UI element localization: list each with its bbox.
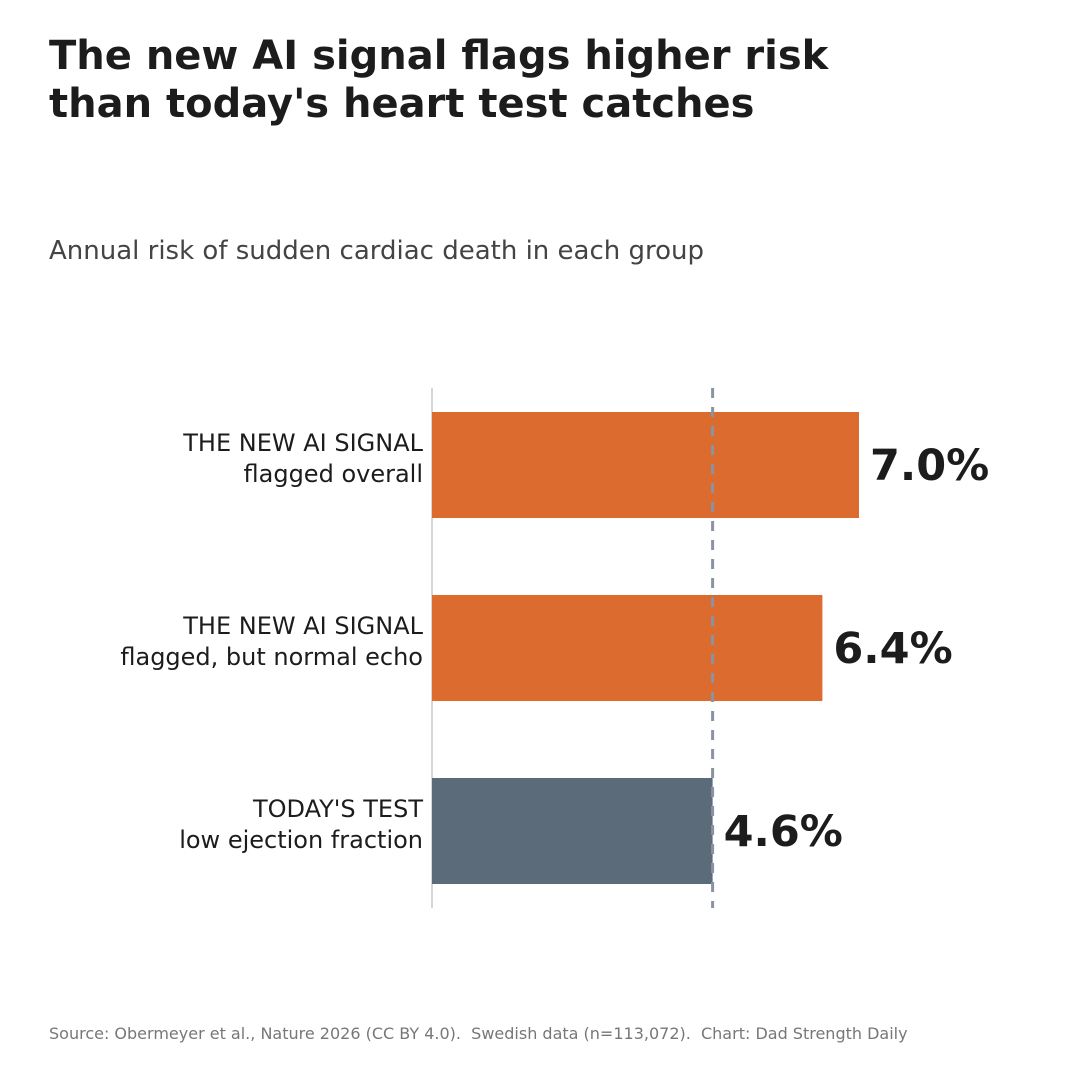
- category-label-2-line-2: flagged, but normal echo: [120, 643, 423, 671]
- category-label-3-line-1: TODAY'S TEST: [252, 795, 423, 823]
- category-label-1-line-1: THE NEW AI SIGNAL: [182, 429, 423, 457]
- chart-subtitle: Annual risk of sudden cardiac death in e…: [49, 236, 705, 266]
- category-label-1-line-2: flagged overall: [244, 460, 423, 488]
- category-label-1: THE NEW AI SIGNAL flagged overall: [182, 429, 423, 488]
- category-label-2: THE NEW AI SIGNAL flagged, but normal ech…: [120, 612, 423, 671]
- value-label-3: 4.6%: [724, 807, 843, 857]
- value-label-2: 6.4%: [833, 624, 952, 674]
- bar-3: [432, 778, 713, 884]
- bar-2: [432, 595, 823, 701]
- category-label-3: TODAY'S TEST low ejection fraction: [179, 795, 423, 854]
- category-label-3-line-2: low ejection fraction: [179, 826, 423, 854]
- category-label-2-line-1: THE NEW AI SIGNAL: [182, 612, 423, 640]
- bar-1: [432, 412, 859, 518]
- source-note: Source: Obermeyer et al., Nature 2026 (C…: [49, 1024, 908, 1043]
- value-label-1: 7.0%: [870, 441, 989, 491]
- chart-title: The new AI signal flags higher risk than…: [49, 33, 829, 127]
